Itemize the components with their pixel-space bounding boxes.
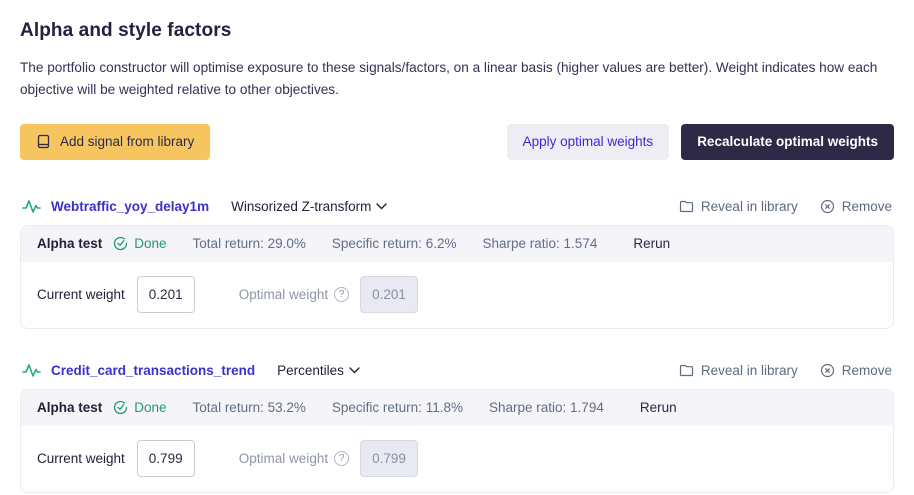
add-signal-from-library-button[interactable]: Add signal from library bbox=[20, 123, 211, 160]
book-icon bbox=[36, 134, 51, 149]
transform-dropdown[interactable]: Winsorized Z-transform bbox=[231, 198, 388, 214]
remove-circle-icon bbox=[820, 199, 835, 214]
sharpe-ratio-stat: Sharpe ratio: 1.574 bbox=[482, 236, 598, 251]
optimal-weight-input bbox=[360, 439, 419, 477]
toolbar-right: Apply optimal weights Recalculate optima… bbox=[506, 123, 894, 160]
alpha-test-strip: Alpha test Done Total return: 53.2% Spec… bbox=[21, 389, 893, 426]
rerun-button[interactable]: Rerun bbox=[639, 400, 677, 415]
check-circle-icon bbox=[113, 400, 128, 415]
alpha-test-label: Alpha test bbox=[37, 400, 103, 415]
help-icon[interactable]: ? bbox=[334, 286, 350, 302]
current-weight-label: Current weight bbox=[37, 286, 125, 302]
signal-card: Alpha test Done Total return: 53.2% Spec… bbox=[20, 388, 894, 493]
status-badge: Done bbox=[113, 236, 167, 251]
weights-row: Current weight Optimal weight ? bbox=[21, 262, 893, 328]
transform-label: Winsorized Z-transform bbox=[231, 198, 372, 214]
reveal-in-library-button[interactable]: Reveal in library bbox=[679, 199, 798, 214]
chevron-down-icon bbox=[349, 366, 360, 374]
signal-name-link[interactable]: Webtraffic_yoy_delay1m bbox=[51, 198, 210, 214]
alpha-test-strip: Alpha test Done Total return: 29.0% Spec… bbox=[21, 225, 893, 262]
current-weight-input[interactable] bbox=[136, 275, 195, 313]
specific-return-stat: Specific return: 6.2% bbox=[331, 236, 457, 251]
weights-row: Current weight Optimal weight ? bbox=[21, 426, 893, 492]
signal-header: Credit_card_transactions_trend Percentil… bbox=[20, 363, 894, 378]
signal-pulse-icon bbox=[22, 363, 41, 378]
optimal-weight-label: Optimal weight bbox=[238, 286, 329, 302]
toolbar: Add signal from library Apply optimal we… bbox=[20, 123, 894, 160]
folder-icon bbox=[679, 364, 694, 377]
signal-section: Webtraffic_yoy_delay1m Winsorized Z-tran… bbox=[20, 199, 894, 329]
recalculate-optimal-weights-button[interactable]: Recalculate optimal weights bbox=[681, 123, 894, 160]
total-return-stat: Total return: 53.2% bbox=[192, 400, 306, 415]
specific-return-stat: Specific return: 11.8% bbox=[331, 400, 463, 415]
help-icon[interactable]: ? bbox=[334, 450, 350, 466]
folder-icon bbox=[679, 200, 694, 213]
signal-pulse-icon bbox=[22, 199, 41, 214]
transform-dropdown[interactable]: Percentiles bbox=[277, 363, 360, 378]
current-weight-label: Current weight bbox=[37, 450, 125, 466]
check-circle-icon bbox=[113, 236, 128, 251]
total-return-stat: Total return: 29.0% bbox=[192, 236, 306, 251]
signal-card: Alpha test Done Total return: 29.0% Spec… bbox=[20, 224, 894, 329]
remove-circle-icon bbox=[820, 363, 835, 378]
page-title: Alpha and style factors bbox=[20, 20, 232, 41]
signal-header: Webtraffic_yoy_delay1m Winsorized Z-tran… bbox=[20, 199, 894, 214]
signal-name-link[interactable]: Credit_card_transactions_trend bbox=[51, 362, 256, 378]
optimal-weight-label: Optimal weight bbox=[238, 450, 329, 466]
signal-section: Credit_card_transactions_trend Percentil… bbox=[20, 363, 894, 493]
add-signal-label: Add signal from library bbox=[60, 134, 195, 149]
remove-button[interactable]: Remove bbox=[820, 199, 892, 214]
reveal-in-library-button[interactable]: Reveal in library bbox=[679, 363, 798, 378]
rerun-button[interactable]: Rerun bbox=[633, 236, 671, 251]
sharpe-ratio-stat: Sharpe ratio: 1.794 bbox=[488, 400, 604, 415]
optimal-weight-input bbox=[360, 275, 419, 313]
chevron-down-icon bbox=[376, 202, 388, 210]
page-description: The portfolio constructor will optimise … bbox=[20, 60, 878, 97]
status-badge: Done bbox=[113, 400, 167, 415]
transform-label: Percentiles bbox=[277, 362, 344, 378]
remove-button[interactable]: Remove bbox=[820, 363, 892, 378]
apply-optimal-weights-button[interactable]: Apply optimal weights bbox=[506, 123, 670, 160]
current-weight-input[interactable] bbox=[136, 439, 195, 477]
alpha-test-label: Alpha test bbox=[37, 236, 103, 251]
